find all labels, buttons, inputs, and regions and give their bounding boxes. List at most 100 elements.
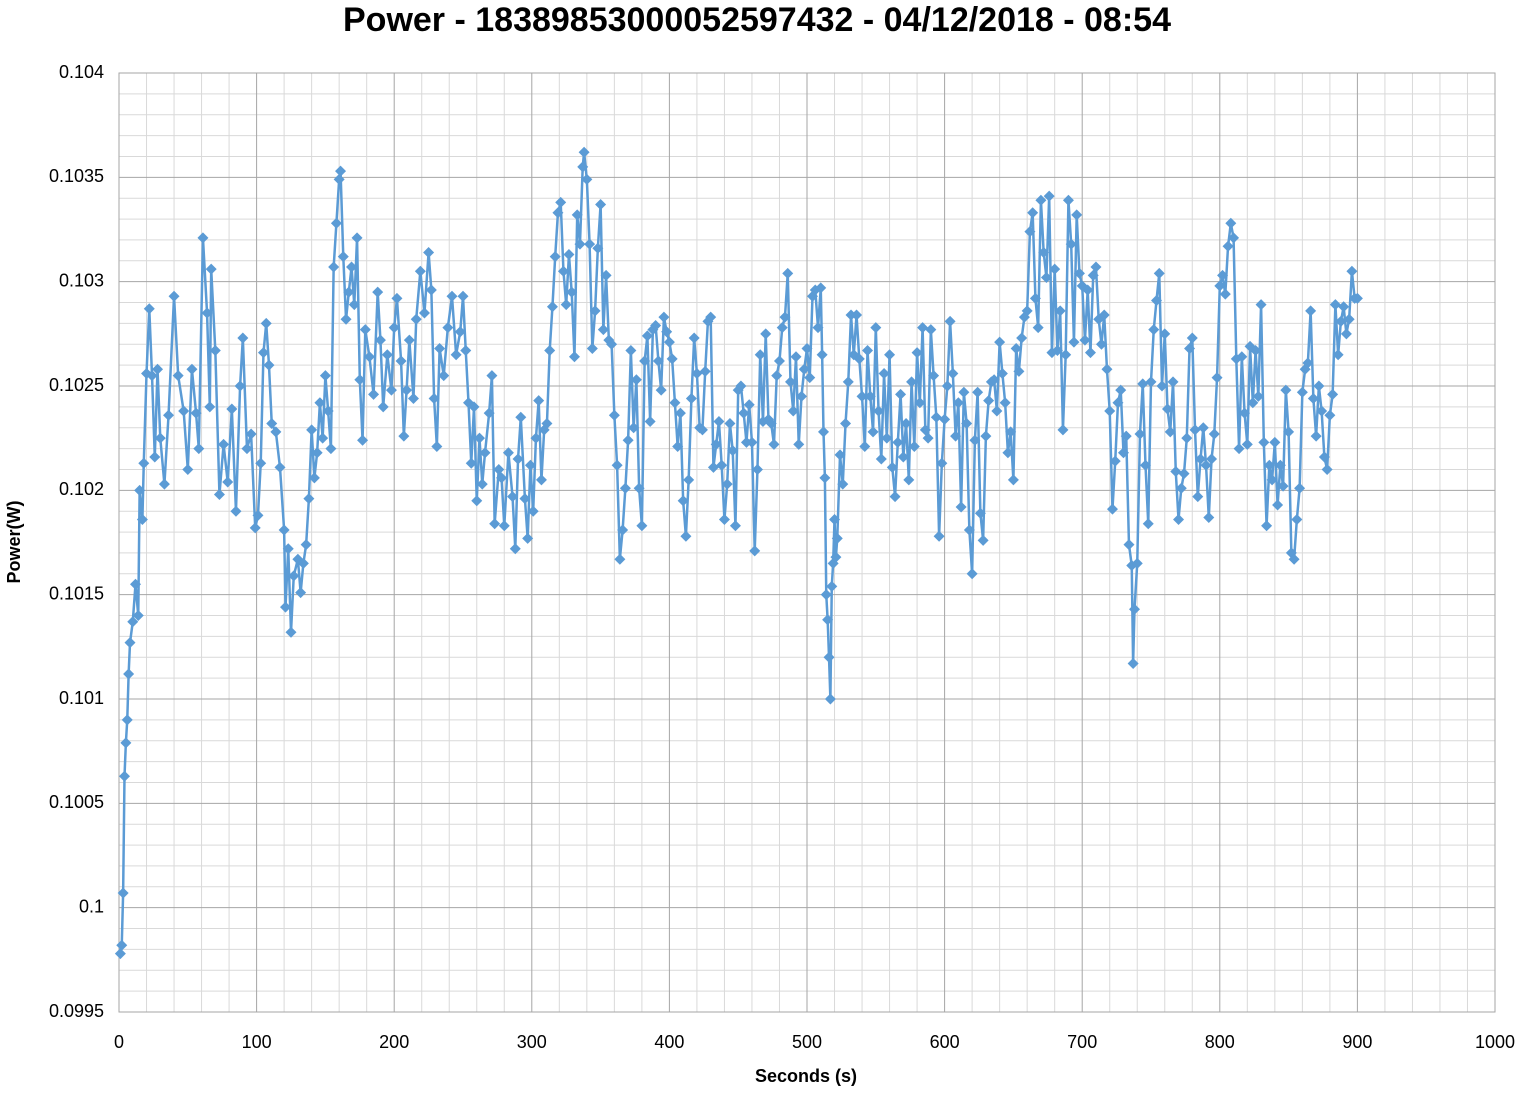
marker [1178, 468, 1190, 480]
marker [218, 438, 230, 450]
marker [260, 317, 272, 329]
marker [1151, 294, 1163, 306]
marker [395, 355, 407, 367]
marker [282, 543, 294, 555]
marker [1200, 459, 1212, 471]
marker [300, 539, 312, 551]
marker [297, 557, 309, 569]
marker [1021, 305, 1033, 317]
marker [474, 432, 486, 444]
marker [1098, 309, 1110, 321]
marker [146, 370, 158, 382]
marker [980, 430, 992, 442]
marker [335, 165, 347, 177]
marker [1233, 443, 1245, 455]
marker [143, 303, 155, 315]
marker [873, 405, 885, 417]
marker [398, 430, 410, 442]
marker [438, 370, 450, 382]
marker [639, 355, 651, 367]
marker [149, 451, 161, 463]
marker [530, 432, 542, 444]
marker [1280, 384, 1292, 396]
marker [566, 286, 578, 298]
marker [1181, 432, 1193, 444]
marker [815, 282, 827, 294]
marker [950, 430, 962, 442]
marker [1217, 269, 1229, 281]
marker [1040, 271, 1052, 283]
marker [851, 309, 863, 321]
marker [226, 403, 238, 415]
marker [823, 651, 835, 663]
x-tick-label: 300 [517, 1032, 547, 1052]
marker [754, 349, 766, 361]
marker [423, 246, 435, 258]
marker [969, 434, 981, 446]
marker [751, 463, 763, 475]
marker [685, 393, 697, 405]
marker [941, 380, 953, 392]
marker [1247, 397, 1259, 409]
marker [1054, 305, 1066, 317]
marker [1335, 315, 1347, 327]
marker [1283, 426, 1295, 438]
marker [134, 484, 146, 496]
marker [252, 509, 264, 521]
x-tick-label: 700 [1067, 1032, 1097, 1052]
marker [204, 401, 216, 413]
marker [241, 443, 253, 455]
marker [595, 198, 607, 210]
marker [496, 472, 508, 484]
marker [1318, 451, 1330, 463]
marker [454, 326, 466, 338]
marker [295, 587, 307, 599]
marker [867, 426, 879, 438]
marker [351, 232, 363, 244]
marker [1222, 240, 1234, 252]
marker [1038, 246, 1050, 258]
marker [1258, 436, 1270, 448]
marker [688, 332, 700, 344]
marker [117, 887, 129, 899]
marker [914, 397, 926, 409]
marker [1148, 324, 1160, 336]
marker [136, 514, 148, 526]
marker [1338, 301, 1350, 313]
marker [249, 522, 261, 534]
marker [1127, 658, 1139, 670]
marker [130, 578, 142, 590]
marker [1024, 226, 1036, 238]
marker [804, 372, 816, 384]
marker [1117, 447, 1129, 459]
marker [784, 376, 796, 388]
marker [418, 307, 430, 319]
chart-title: Power - 18389853000052597432 - 04/12/201… [343, 1, 1171, 39]
marker [925, 324, 937, 336]
marker [507, 491, 519, 503]
marker [234, 380, 246, 392]
x-tick-label: 900 [1342, 1032, 1372, 1052]
marker [829, 514, 841, 526]
marker [625, 345, 637, 357]
marker [278, 524, 290, 536]
marker [1189, 424, 1201, 436]
y-tick-label: 0.103 [59, 270, 104, 290]
marker [619, 482, 631, 494]
marker [154, 432, 166, 444]
marker [771, 370, 783, 382]
marker [765, 418, 777, 430]
marker [1329, 299, 1341, 311]
marker [955, 501, 967, 513]
marker [641, 330, 653, 342]
marker [568, 351, 580, 363]
marker [705, 311, 717, 323]
marker [1203, 511, 1215, 523]
marker [1101, 363, 1113, 375]
marker [1206, 453, 1218, 465]
marker [878, 367, 890, 379]
marker [1167, 376, 1179, 388]
x-tick-label: 500 [792, 1032, 822, 1052]
marker [377, 401, 389, 413]
marker [1274, 459, 1286, 471]
